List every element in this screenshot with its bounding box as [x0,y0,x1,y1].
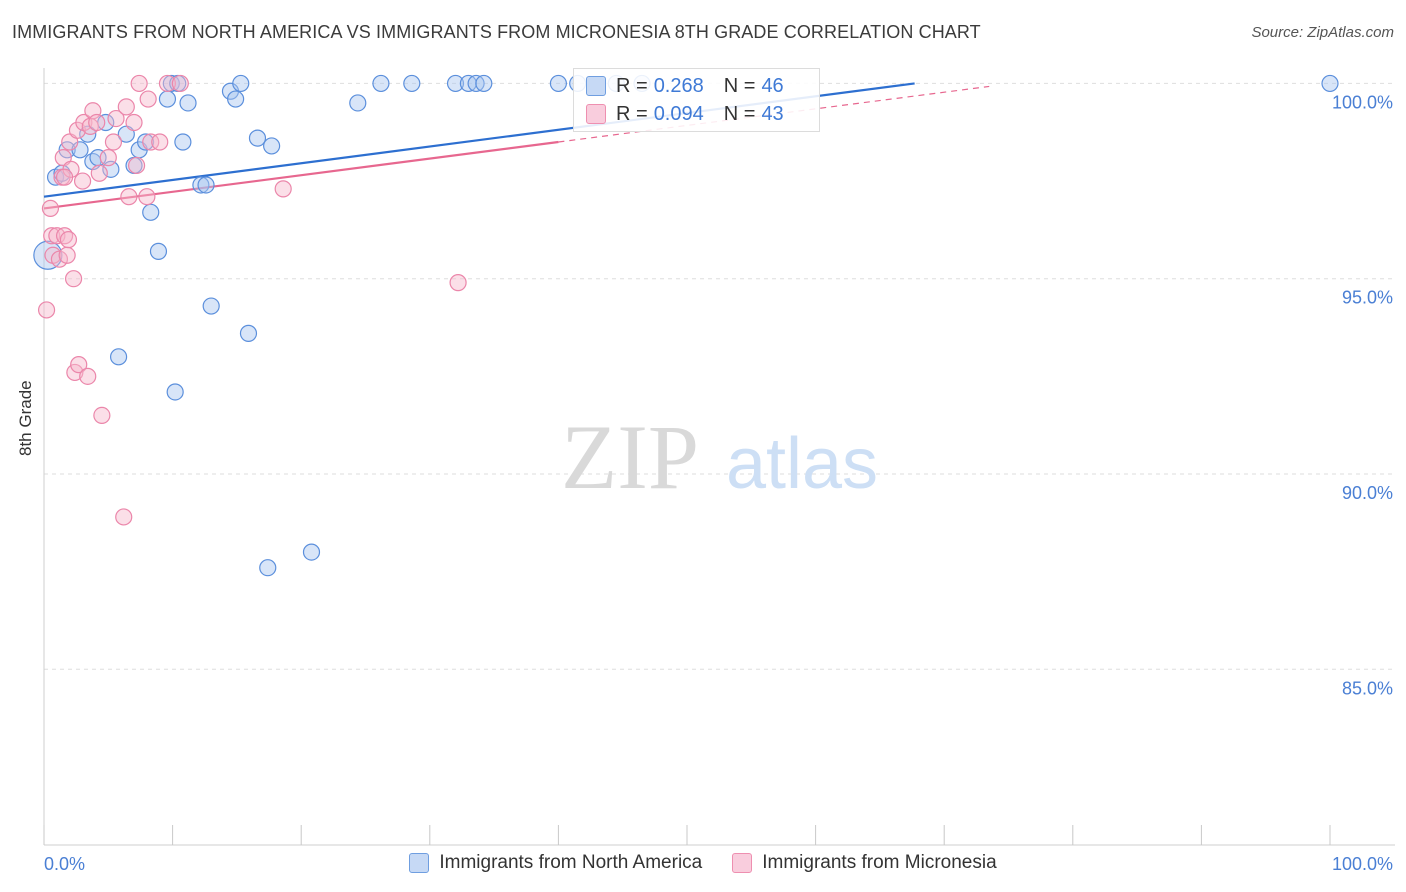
point-north-america-26 [239,324,258,342]
stats-row-north-america: R = 0.268 N = 46 [586,71,784,101]
point-micronesia-2 [43,227,61,245]
point-micronesia-5 [50,250,69,268]
point-north-america-44 [1321,74,1339,93]
trend-line-micronesia [43,140,559,210]
chart-title: IMMIGRANTS FROM NORTH AMERICA VS IMMIGRA… [12,22,981,42]
point-micronesia-36 [142,133,160,151]
point-north-america-22 [202,297,220,315]
point-north-america-27 [248,129,267,147]
point-micronesia-19 [79,367,97,385]
point-north-america-20 [192,176,210,194]
north-america-n-value: 46 [761,74,784,97]
point-micronesia-38 [158,74,177,93]
point-north-america-19 [179,94,197,112]
y-tick-labels: 100.0% 95.0% 90.0% 85.0% [1332,92,1393,698]
point-north-america-42 [109,348,128,366]
point-north-america-15 [149,242,168,260]
point-north-america-30 [302,543,321,561]
point-north-america-0 [33,240,63,270]
point-north-america-38 [549,74,568,93]
point-micronesia-42 [55,168,74,186]
x-tick-labels: 0.0% 100.0% [44,854,1393,874]
micronesia-r-value: 0.094 [653,102,704,125]
axes [43,68,1395,846]
legend-swatch-north-america [409,853,430,873]
north-america-r-value: 0.268 [653,74,704,97]
legend-item-north-america[interactable]: Immigrants from North America [409,852,702,874]
point-micronesia-10 [59,231,78,249]
series-legend: Immigrants from North America Immigrants… [0,852,1406,874]
point-micronesia-1 [41,199,60,218]
point-north-america-17 [162,74,180,93]
legend-label-micronesia: Immigrants from Micronesia [762,852,997,873]
point-micronesia-17 [73,172,92,190]
x-tick-label-end: 100.0% [1332,854,1393,874]
point-micronesia-34 [138,188,156,206]
point-micronesia-26 [104,133,123,151]
x-tick-label-start: 0.0% [44,854,85,874]
watermark: ZIP atlas [561,406,878,508]
point-north-america-37 [475,74,493,93]
n-label: N = [723,102,756,125]
y-axis-label: 8th Grade [16,380,35,456]
point-north-america-34 [446,74,465,93]
point-micronesia-31 [125,113,143,132]
point-north-america-43 [166,383,184,401]
point-micronesia-25 [99,149,117,167]
point-micronesia-30 [120,188,138,206]
point-north-america-13 [136,133,155,151]
stats-legend: R = 0.268 N = 46 R = 0.094 N = 43 [573,68,820,132]
point-micronesia-9 [58,246,76,264]
micronesia-swatch [586,104,606,124]
point-north-america-33 [403,74,421,93]
point-north-america-24 [227,90,245,108]
watermark-zip: ZIP [561,406,699,508]
point-micronesia-32 [127,156,146,175]
point-north-america-31 [349,94,367,112]
point-north-america-14 [142,203,160,221]
legend-swatch-micronesia [732,853,753,873]
r-label: R = [616,74,648,97]
point-north-america-18 [174,133,192,151]
point-micronesia-37 [151,133,169,151]
point-north-america-16 [158,90,177,108]
point-micronesia-23 [90,164,108,182]
point-north-america-28 [259,559,277,577]
watermark-atlas: atlas [726,424,878,504]
point-north-america-29 [263,137,281,155]
legend-item-micronesia[interactable]: Immigrants from Micronesia [732,852,997,874]
y-tick-label-2: 90.0% [1342,483,1393,503]
point-micronesia-40 [274,180,292,198]
point-micronesia-14 [66,363,84,382]
y-tick-label-1: 95.0% [1342,288,1393,308]
point-micronesia-29 [117,98,135,116]
point-micronesia-16 [70,356,88,374]
point-micronesia-0 [37,301,56,319]
stats-row-micronesia: R = 0.094 N = 43 [586,99,784,129]
point-micronesia-27 [107,109,125,128]
n-label: N = [723,74,756,97]
point-micronesia-33 [130,74,148,93]
point-micronesia-22 [88,113,106,132]
north-america-swatch [586,76,606,96]
y-tick-label-0: 100.0% [1332,92,1393,112]
point-micronesia-41 [449,274,467,292]
point-north-america-21 [197,176,215,194]
point-micronesia-39 [171,74,189,93]
point-micronesia-35 [139,90,157,108]
point-micronesia-13 [64,270,83,288]
y-tick-label-3: 85.0% [1342,678,1393,698]
point-micronesia-24 [93,406,111,424]
legend-label-north-america: Immigrants from North America [439,852,703,873]
r-label: R = [616,102,648,125]
source-label: Source: ZipAtlas.com [1251,24,1394,41]
point-north-america-25 [232,74,250,93]
point-north-america-32 [372,74,390,93]
micronesia-n-value: 43 [761,102,784,125]
point-micronesia-28 [115,508,133,526]
